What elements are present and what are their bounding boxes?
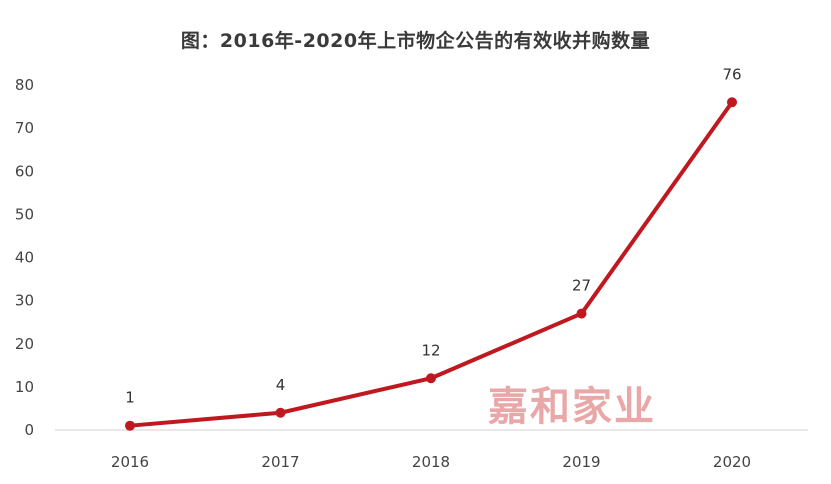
data-point: [125, 420, 135, 431]
y-tick-label: 10: [15, 378, 34, 396]
y-tick-label: 80: [15, 76, 34, 94]
data-label: 4: [276, 376, 286, 394]
data-labels: 1 4 12 27 76: [125, 65, 741, 406]
data-label: 76: [722, 65, 741, 83]
data-label: 12: [421, 341, 440, 359]
y-tick-label: 40: [15, 249, 34, 267]
y-tick-label: 30: [15, 292, 34, 310]
data-label: 27: [572, 277, 591, 295]
y-tick-label: 60: [15, 162, 34, 180]
chart-title: 图：2016年-2020年上市物企公告的有效收并购数量: [180, 30, 651, 52]
data-point: [426, 373, 436, 384]
data-points: [125, 97, 737, 431]
x-tick-label: 2019: [562, 453, 600, 471]
y-tick-label: 70: [15, 119, 34, 137]
x-tick-label: 2020: [713, 453, 751, 471]
data-point: [275, 407, 286, 418]
x-tick-label: 2017: [261, 453, 299, 471]
x-axis-ticks: 2016 2017 2018 2019 2020: [111, 453, 751, 471]
y-tick-label: 50: [15, 205, 34, 223]
x-tick-label: 2018: [412, 453, 450, 471]
watermark-text: 嘉和家业: [488, 384, 656, 430]
y-tick-label: 0: [24, 421, 34, 439]
x-tick-label: 2016: [111, 453, 149, 471]
y-tick-label: 20: [15, 335, 34, 353]
data-point: [727, 97, 737, 108]
data-point: [576, 308, 587, 319]
data-label: 1: [125, 389, 135, 407]
y-axis-ticks: 0 10 20 30 40 50 60 70 80: [15, 76, 34, 439]
